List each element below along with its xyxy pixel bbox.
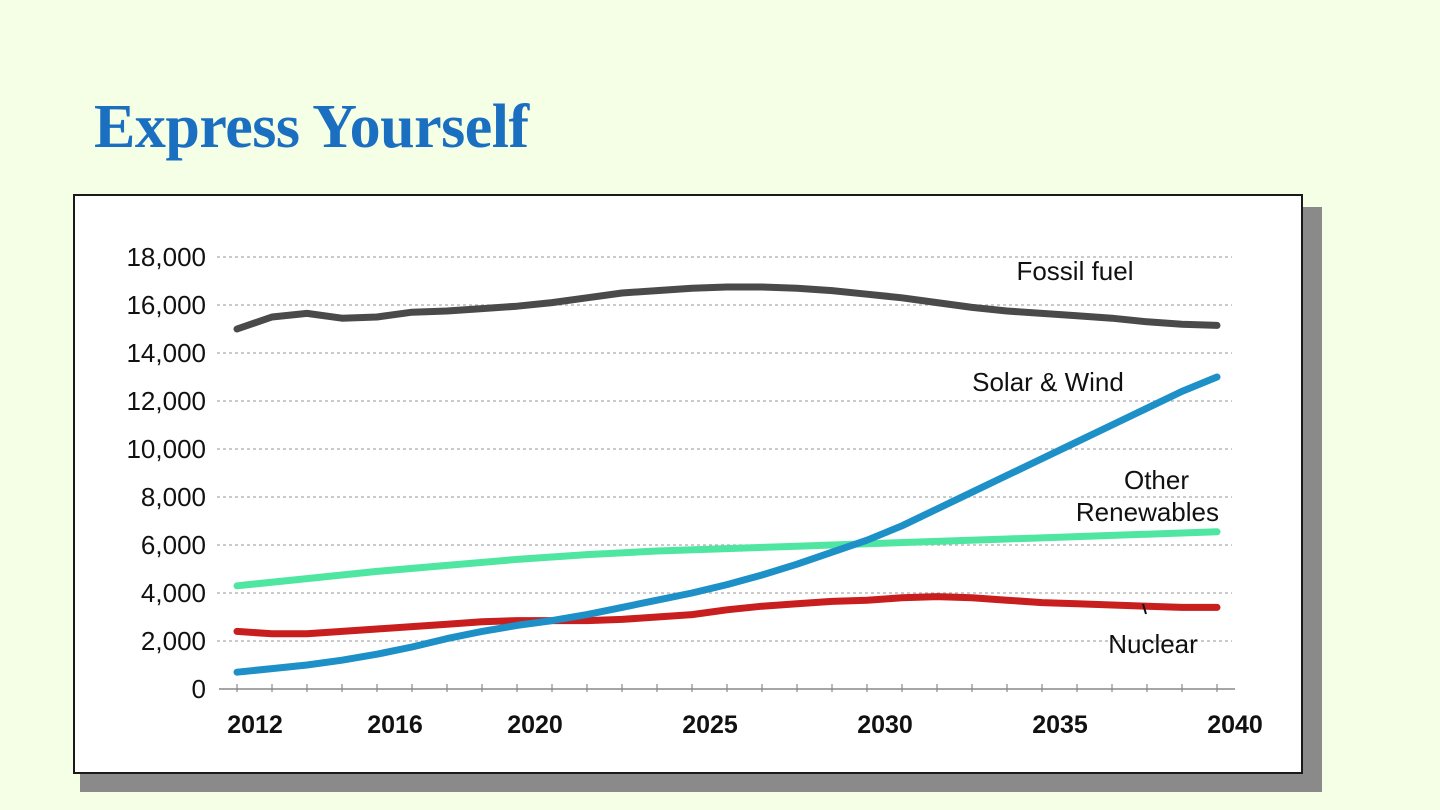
x-axis bbox=[219, 684, 1235, 692]
series-label-other-renewables: Renewables bbox=[1076, 497, 1219, 527]
x-tick-label: 2040 bbox=[1207, 711, 1263, 739]
x-tick-label: 2016 bbox=[367, 711, 423, 739]
series-line-fossil bbox=[233, 283, 1221, 333]
y-tick-label: 4,000 bbox=[141, 578, 206, 608]
nuclear-label-pointer bbox=[1142, 603, 1147, 615]
x-tick-label: 2030 bbox=[857, 711, 913, 739]
y-tick-label: 10,000 bbox=[126, 434, 206, 464]
x-tick-label: 2025 bbox=[682, 711, 738, 739]
y-tick-label: 18,000 bbox=[126, 242, 206, 272]
series-line-other-renewables bbox=[233, 528, 1221, 590]
y-tick-label: 0 bbox=[192, 674, 206, 704]
series-line-nuclear bbox=[233, 593, 1221, 638]
x-tick-label: 2012 bbox=[227, 711, 283, 739]
slide-title: Express Yourself bbox=[94, 93, 529, 161]
y-tick-label: 14,000 bbox=[126, 338, 206, 368]
y-tick-label: 2,000 bbox=[141, 626, 206, 656]
series-label-nuclear: Nuclear bbox=[1108, 629, 1198, 659]
x-axis-tick-labels: 2012 2016 2020 2025 2030 2035 2040 bbox=[227, 711, 1263, 739]
x-tick-label: 2035 bbox=[1032, 711, 1088, 739]
series-line-solar-wind bbox=[233, 373, 1221, 676]
gridlines bbox=[217, 256, 1232, 642]
series-label-solar-wind: Solar & Wind bbox=[972, 367, 1124, 397]
y-tick-label: 6,000 bbox=[141, 530, 206, 560]
series-label-other-renewables: Other bbox=[1124, 465, 1189, 495]
y-tick-label: 12,000 bbox=[126, 386, 206, 416]
series-lines bbox=[233, 283, 1221, 676]
series-label-fossil: Fossil fuel bbox=[1016, 256, 1133, 286]
x-tick-label: 2020 bbox=[507, 711, 563, 739]
y-axis-tick-labels: 0 2,000 4,000 6,000 8,000 10,000 12,000 14,000 1… bbox=[126, 242, 206, 704]
y-tick-label: 16,000 bbox=[126, 290, 206, 320]
y-tick-label: 8,000 bbox=[141, 482, 206, 512]
